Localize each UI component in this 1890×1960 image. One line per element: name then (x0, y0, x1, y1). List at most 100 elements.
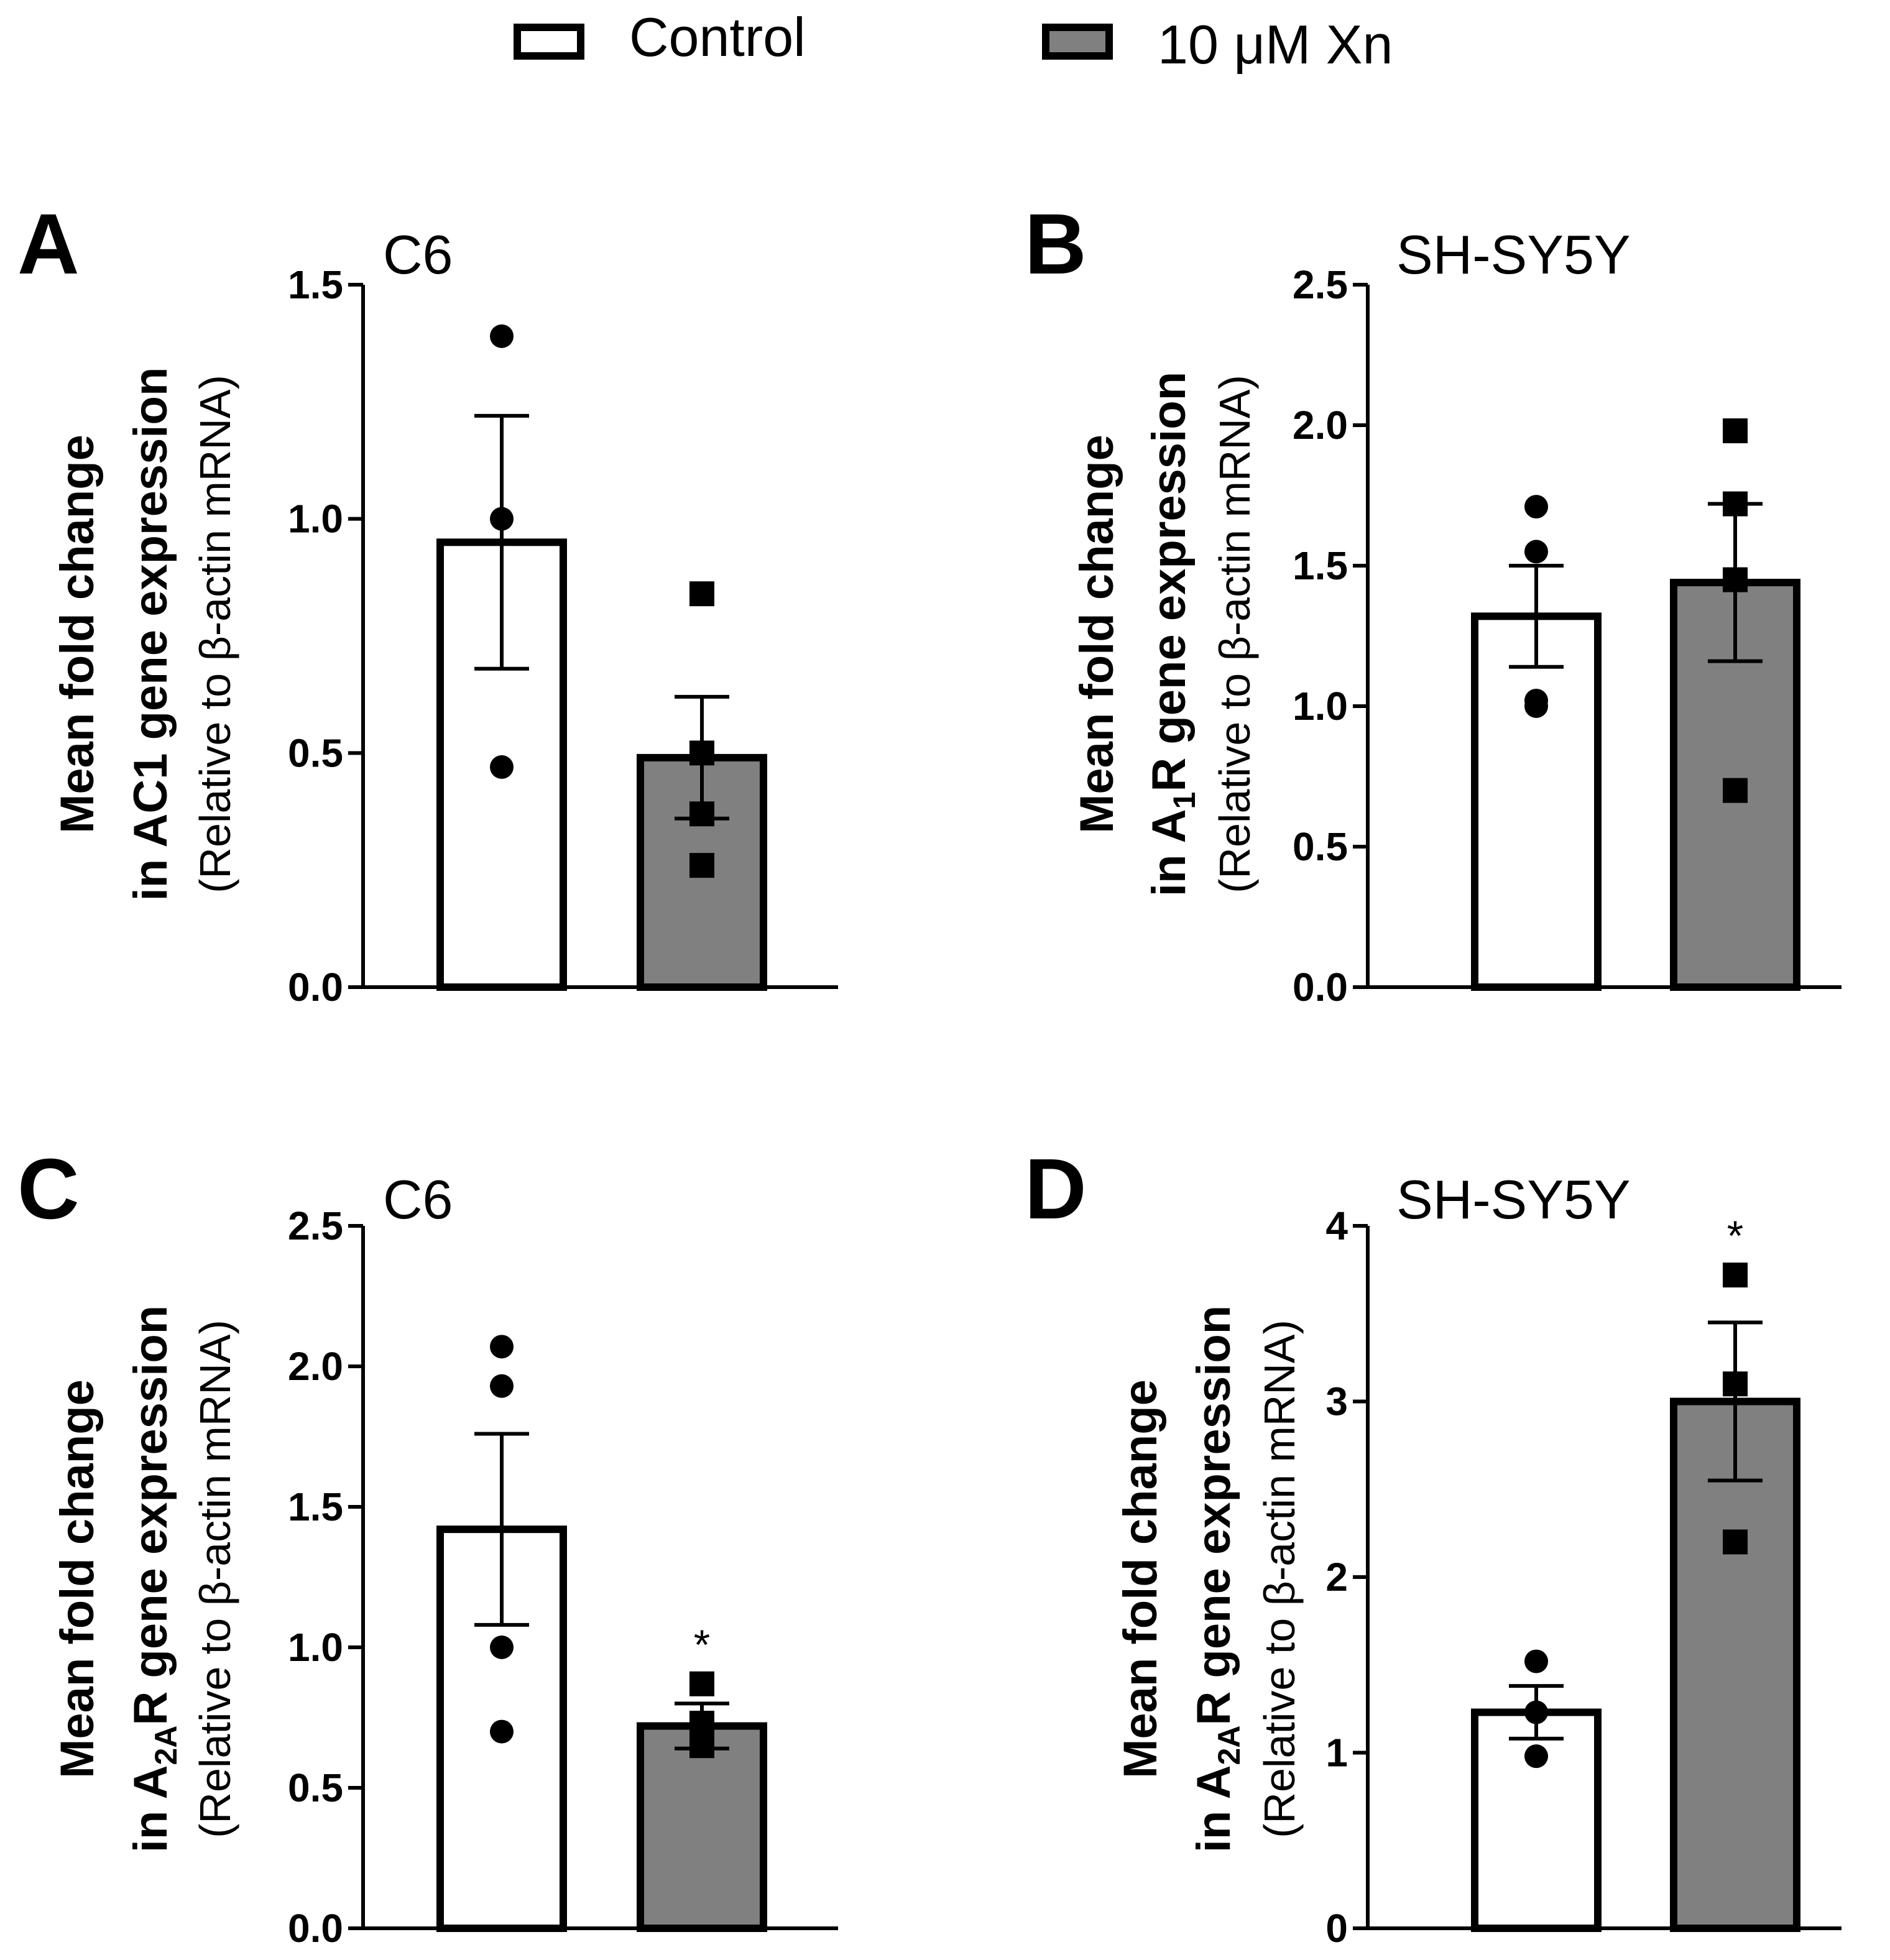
data-point (689, 1671, 714, 1696)
y-tick-label: 1.0 (288, 1625, 343, 1670)
legend-swatch-control (514, 24, 584, 60)
data-point (1524, 694, 1548, 718)
panel-title: SH-SY5Y (1396, 1169, 1631, 1230)
y-tick-label: 1.0 (1293, 684, 1348, 729)
panel-b: B SH-SY5Y Mean fold change in A1R gene ex… (1025, 196, 1842, 1010)
legend: Control 10 μM Xn (514, 6, 1393, 75)
panel-letter: A (17, 196, 80, 292)
data-point (1524, 1649, 1548, 1673)
y-tick-label: 1.5 (288, 262, 343, 307)
y-axis-label-line3: (Relative to β-actin mRNA) (191, 375, 239, 893)
data-point (490, 1374, 514, 1398)
data-point (490, 755, 514, 779)
y-axis-label-line3: (Relative to β-actin mRNA) (191, 1320, 239, 1838)
data-point (1723, 491, 1748, 517)
data-point (490, 1636, 514, 1659)
y-axis-label-prefix: in AC1 (124, 753, 177, 901)
panel-letter: D (1025, 1141, 1087, 1237)
y-tick-label: 1 (1325, 1731, 1348, 1775)
data-point (1723, 778, 1748, 803)
y-tick-label: 1.5 (288, 1484, 343, 1529)
y-axis-label-prefix: in A (1187, 1765, 1240, 1853)
y-axis-label-suffix: R gene expression (1187, 1305, 1240, 1726)
panel-title: C6 (383, 224, 453, 285)
y-tick-label: 0.5 (288, 1765, 343, 1810)
bar-control (1471, 612, 1602, 991)
y-axis-label-subscript: 1 (1167, 792, 1202, 809)
significance-marker: * (694, 1621, 710, 1668)
data-point (689, 1733, 714, 1759)
data-point (490, 507, 514, 531)
y-axis-label-prefix: in A (124, 1765, 177, 1853)
y-axis-label-suffix: gene expression (124, 367, 177, 753)
y-tick-label: 1.0 (288, 497, 343, 541)
y-tick-label: 0.0 (1293, 965, 1348, 1010)
y-axis-label-line2: in AC1 gene expression (124, 367, 177, 901)
y-tick-label: 2 (1325, 1555, 1348, 1599)
y-axis-label-line2: in A2AR gene expression (1187, 1305, 1247, 1852)
data-point (1524, 540, 1548, 564)
data-point (1524, 1744, 1548, 1769)
y-axis-label-suffix: R gene expression (1143, 372, 1196, 792)
y-tick-label: 0.0 (288, 1906, 343, 1951)
data-point (689, 581, 714, 607)
data-point (1723, 418, 1748, 444)
y-tick-label: 0.0 (288, 965, 343, 1010)
data-point (1524, 495, 1548, 519)
y-tick-label: 2.0 (288, 1344, 343, 1389)
y-axis-label-subscript: 2A (149, 1726, 183, 1765)
plot-area: Mean fold change in AC1 gene expression (R… (51, 262, 838, 1010)
data-point (689, 853, 714, 878)
y-axis-label-line1: Mean fold change (51, 1379, 104, 1778)
data-point (1723, 567, 1748, 592)
data-point (689, 1711, 714, 1736)
y-axis-label-line2: in A2AR gene expression (124, 1305, 183, 1852)
significance-marker: * (1727, 1212, 1743, 1259)
data-point (689, 801, 714, 827)
y-axis-label-line3: (Relative to β-actin mRNA) (1255, 1320, 1304, 1838)
y-axis-label-line1: Mean fold change (51, 435, 104, 834)
data-point (1723, 1263, 1748, 1288)
data-point (1723, 1529, 1748, 1555)
y-axis-label: Mean fold change in AC1 gene expression (R… (51, 367, 239, 901)
panel-c: C C6 Mean fold change in A2AR gene expres… (17, 1141, 838, 1951)
y-tick-label: 3 (1325, 1379, 1348, 1424)
y-axis-label-subscript: 2A (1212, 1726, 1247, 1765)
y-axis-label-suffix: R gene expression (124, 1305, 177, 1726)
data-point (1524, 1700, 1548, 1724)
data-point (490, 1719, 514, 1744)
panel-a: A C6 Mean fold change in AC1 gene express… (17, 196, 838, 1010)
panel-title: C6 (383, 1169, 453, 1230)
legend-label-treated: 10 μM Xn (1158, 14, 1393, 75)
y-tick-label: 1.5 (1293, 543, 1348, 588)
legend-swatch-treated (1042, 24, 1113, 60)
data-point (689, 740, 714, 766)
y-axis-label-prefix: in A (1143, 809, 1196, 896)
legend-label-control: Control (629, 6, 806, 68)
panel-letter: C (17, 1141, 80, 1237)
panel-d: D SH-SY5Y Mean fold change in A2AR gene e… (1025, 1141, 1842, 1951)
y-tick-label: 0.5 (288, 730, 343, 775)
data-point (490, 324, 514, 348)
y-tick-label: 0.5 (1293, 824, 1348, 869)
y-tick-label: 4 (1325, 1203, 1348, 1248)
y-tick-label: 2.5 (288, 1203, 343, 1248)
panel-letter: B (1025, 196, 1087, 292)
data-point (490, 1335, 514, 1359)
y-axis-label-line2: in A1R gene expression (1143, 372, 1202, 896)
y-tick-label: 2.5 (1293, 262, 1348, 307)
y-axis-label-line1: Mean fold change (1071, 435, 1123, 834)
y-axis-label-line1: Mean fold change (1114, 1379, 1167, 1778)
data-point (1723, 1371, 1748, 1397)
y-axis-label-line3: (Relative to β-actin mRNA) (1210, 375, 1259, 893)
panel-title: SH-SY5Y (1396, 224, 1631, 285)
y-tick-label: 2.0 (1293, 403, 1348, 448)
y-tick-label: 0 (1325, 1906, 1348, 1951)
